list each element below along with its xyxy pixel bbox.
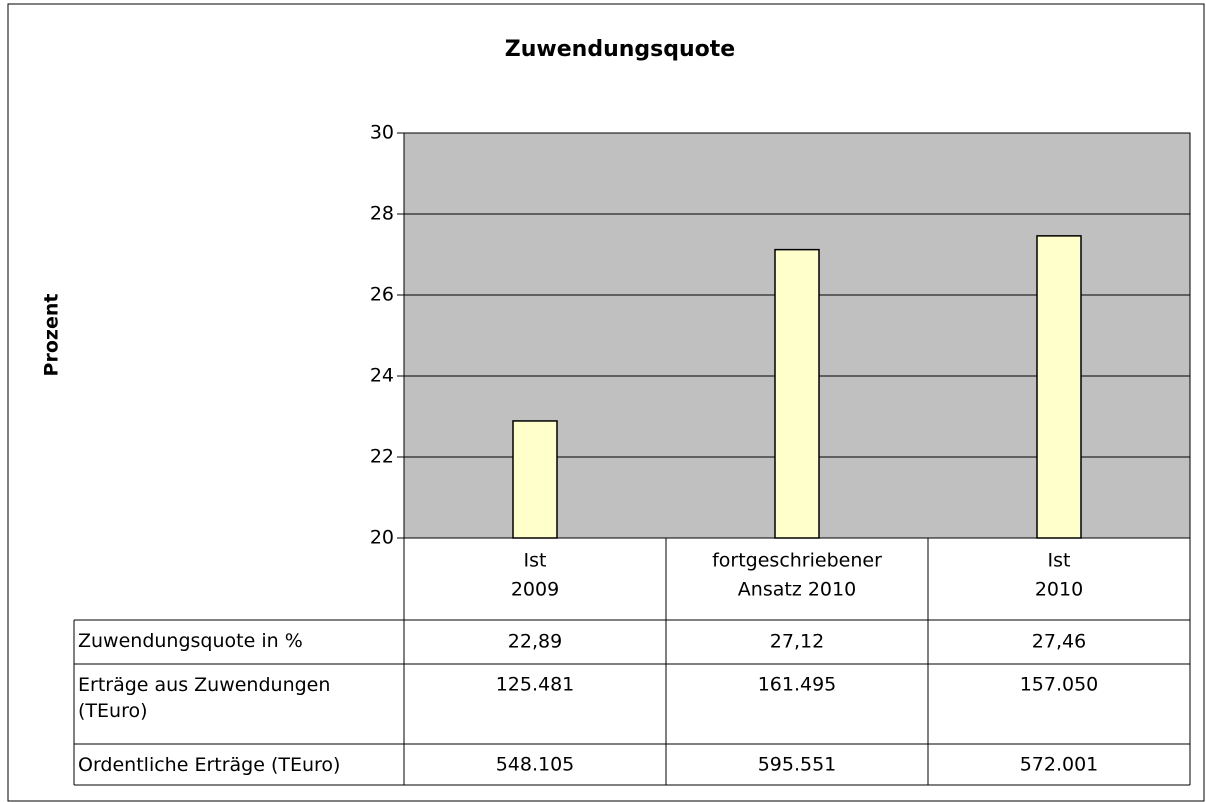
y-tick-label: 26 [370,284,394,306]
row-label-text: Ordentliche Erträge (TEuro) [78,754,341,776]
x-tick-label: Ist [1048,550,1071,572]
table-value: 548.105 [496,754,575,776]
row-label-text: Zuwendungsquote in % [78,630,303,652]
y-tick-label: 28 [370,203,394,225]
y-tick-label: 30 [370,122,394,144]
table-value: 572.001 [1020,754,1099,776]
table-value: 27,46 [1032,631,1086,653]
x-tick-label: 2009 [511,579,559,601]
table-value: 22,89 [508,631,562,653]
row-label: Zuwendungsquote in % [78,630,303,652]
table-value: 595.551 [758,754,837,776]
y-tick-label: 20 [370,527,394,549]
chart-title: Zuwendungsquote [505,37,735,62]
table-value: 27,12 [770,631,824,653]
table-value: 157.050 [1020,674,1099,696]
bar [1036,235,1082,539]
bar [512,420,558,539]
table-value: 161.495 [758,674,837,696]
y-axis-label: Prozent [41,294,63,377]
bar [774,248,820,539]
y-tick-label: 22 [370,446,394,468]
x-tick-label: Ansatz 2010 [738,579,856,601]
row-label: Erträge aus Zuwendungen (TEuro) [78,674,331,722]
table-value: 125.481 [496,674,575,696]
y-tick-label: 24 [370,365,394,387]
row-label: Ordentliche Erträge (TEuro) [78,754,341,776]
row-label-text: Erträge aus Zuwendungen (TEuro) [78,674,331,722]
x-tick-label: 2010 [1035,579,1083,601]
x-tick-label: fortgeschriebener [712,550,882,572]
x-tick-label: Ist [524,550,547,572]
